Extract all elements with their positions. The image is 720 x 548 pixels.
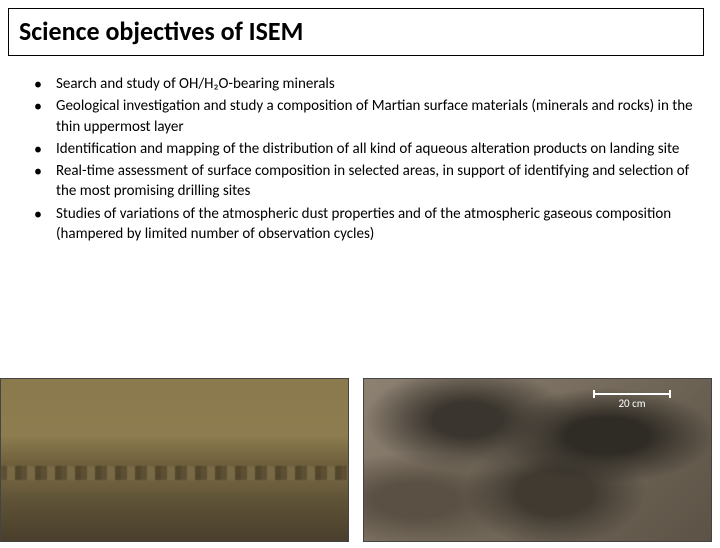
list-item: Geological investigation and study a com… (34, 96, 696, 137)
mars-surface-image-right: 20 cm (363, 378, 712, 542)
list-item: Search and study of OH/H₂O-bearing miner… (34, 74, 696, 94)
scale-bar: 20 cm (593, 393, 671, 410)
list-item: Identification and mapping of the distri… (34, 139, 696, 159)
mars-surface-image-left (0, 378, 349, 542)
list-item: Real-time assessment of surface composit… (34, 161, 696, 202)
scale-bar-label: 20 cm (618, 397, 645, 410)
scale-bar-line (593, 393, 671, 395)
list-item: Studies of variations of the atmospheric… (34, 204, 696, 245)
title-container: Science objectives of ISEM (8, 8, 704, 56)
image-row: 20 cm (0, 378, 720, 548)
page-title: Science objectives of ISEM (19, 15, 693, 47)
objectives-list: Search and study of OH/H₂O-bearing miner… (34, 74, 696, 244)
